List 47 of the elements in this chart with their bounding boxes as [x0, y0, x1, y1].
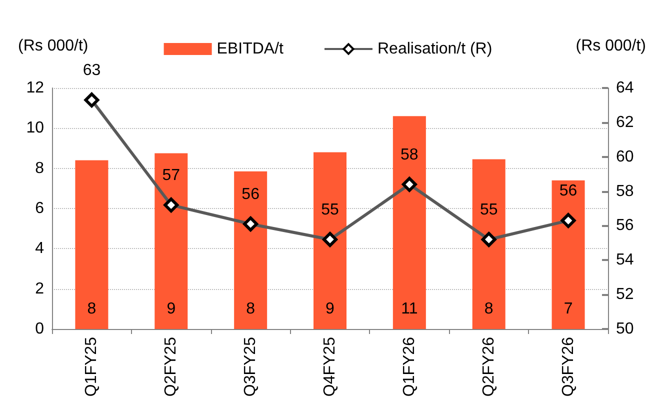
- data-label: 55: [480, 201, 498, 218]
- y-tick-label: 2: [35, 280, 44, 298]
- legend-label: Realisation/t (R): [377, 40, 492, 58]
- y2-tick-label: 54: [616, 252, 634, 269]
- x-tick-label: Q4FY25: [322, 336, 338, 397]
- x-tick-label: Q3FY26: [560, 336, 577, 397]
- data-label: 55: [321, 201, 339, 218]
- y2-tick-label: 64: [616, 80, 634, 96]
- y-tick-label: 8: [35, 160, 44, 177]
- x-tick-label: Q3FY25: [242, 336, 260, 397]
- data-label: 8: [87, 300, 96, 318]
- y2-tick-label: 60: [616, 148, 634, 166]
- y2-tick-label: 56: [616, 217, 634, 234]
- data-label: 7: [564, 300, 573, 318]
- data-label: 8: [484, 300, 494, 318]
- data-label: 9: [166, 300, 176, 318]
- y-tick-label: 12: [26, 80, 44, 96]
- bar: [75, 160, 108, 329]
- bar: [314, 152, 346, 329]
- y-tick-label: 4: [35, 240, 44, 258]
- data-label: 58: [400, 146, 418, 164]
- bar: [472, 159, 506, 329]
- y2-axis-title: (Rs 000/t): [576, 38, 646, 54]
- legend-label: EBITDA/t: [216, 40, 284, 58]
- data-label: 11: [401, 300, 418, 318]
- bar: [552, 180, 585, 329]
- data-label: 56: [242, 186, 260, 203]
- data-label: 8: [246, 300, 256, 318]
- data-label: 57: [162, 167, 180, 184]
- bar: [154, 153, 188, 329]
- y2-tick-label: 58: [616, 182, 634, 200]
- y-axis-title: (Rs 000/t): [18, 38, 88, 54]
- data-label: 56: [559, 182, 578, 200]
- bar: [392, 116, 426, 329]
- x-tick-label: Q2FY25: [162, 336, 180, 397]
- y-tick-label: 10: [26, 120, 44, 137]
- y-tick-label: 0: [35, 320, 44, 338]
- data-label: 63: [82, 62, 101, 80]
- y2-tick-label: 50: [616, 320, 634, 338]
- x-tick-label: Q2FY26: [480, 336, 498, 397]
- y-tick-label: 6: [35, 200, 44, 217]
- x-tick-label: Q1FY26: [400, 336, 418, 397]
- x-tick-label: Q1FY25: [83, 336, 100, 397]
- data-label: 9: [326, 300, 335, 318]
- y2-tick-label: 52: [616, 286, 634, 304]
- bar: [234, 171, 268, 329]
- y2-tick-label: 62: [616, 114, 634, 131]
